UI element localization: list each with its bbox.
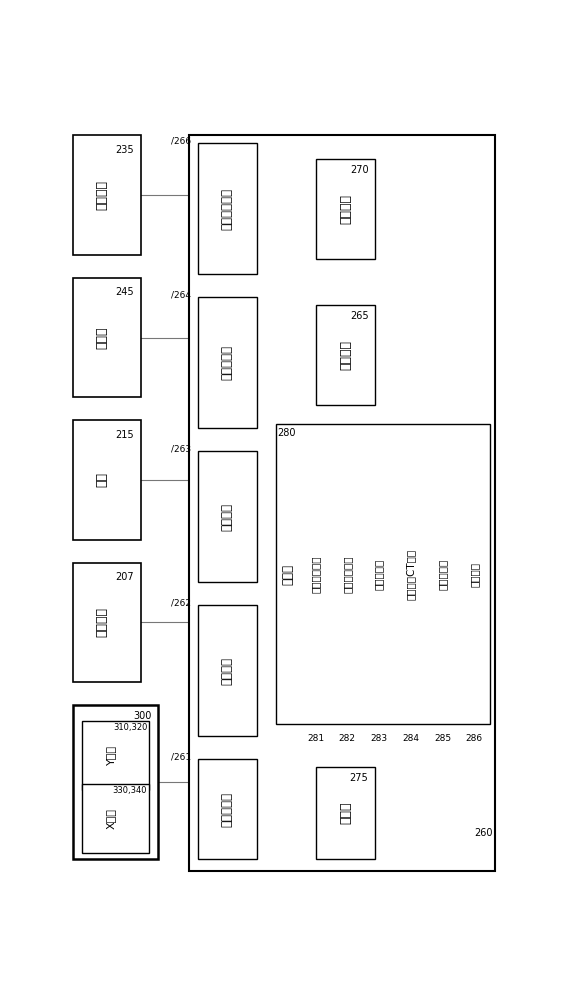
- Text: 射束控制: 射束控制: [96, 607, 109, 637]
- Text: 207: 207: [115, 572, 134, 582]
- Text: 215: 215: [115, 430, 134, 440]
- Text: 265: 265: [350, 311, 368, 321]
- Text: 275: 275: [350, 773, 368, 783]
- Bar: [198, 605, 257, 736]
- Text: 270: 270: [350, 165, 368, 175]
- Text: 310,320: 310,320: [113, 723, 147, 732]
- Text: 245: 245: [115, 287, 134, 297]
- Bar: [198, 143, 257, 274]
- Text: Y叉钳: Y叉钳: [106, 745, 116, 765]
- Text: 治疗计划: 治疗计划: [470, 562, 479, 587]
- Text: 锥形射束CT图像: 锥形射束CT图像: [406, 549, 416, 600]
- Bar: [316, 158, 375, 259]
- Bar: [316, 767, 375, 859]
- Bar: [81, 721, 149, 790]
- Text: 成像设备接口: 成像设备接口: [221, 188, 234, 230]
- Bar: [198, 297, 257, 428]
- Text: 输入设备: 输入设备: [339, 340, 352, 370]
- Text: 282: 282: [339, 734, 356, 743]
- Text: 286: 286: [466, 734, 483, 743]
- Text: 配准的图像: 配准的图像: [437, 559, 447, 590]
- Text: /263: /263: [171, 445, 191, 454]
- Text: /262: /262: [171, 599, 191, 608]
- Text: 射束接口: 射束接口: [221, 657, 234, 685]
- Text: 235: 235: [115, 145, 134, 155]
- Bar: [189, 135, 496, 871]
- Text: 准直仪接口: 准直仪接口: [221, 792, 234, 827]
- Text: X叉钳: X叉钳: [106, 808, 116, 829]
- Text: 磁共振图像: 磁共振图像: [374, 559, 384, 590]
- Text: 284: 284: [402, 734, 419, 743]
- Text: 构台接口: 构台接口: [221, 503, 234, 531]
- Bar: [73, 135, 141, 255]
- Text: 283: 283: [371, 734, 388, 743]
- Bar: [81, 784, 149, 853]
- Text: 输出设备: 输出设备: [339, 194, 352, 224]
- Text: 285: 285: [434, 734, 451, 743]
- Text: 工作台接口: 工作台接口: [221, 345, 234, 380]
- Bar: [73, 705, 158, 859]
- Text: 治疗计划应用: 治疗计划应用: [342, 556, 352, 593]
- Bar: [73, 563, 141, 682]
- Bar: [276, 424, 490, 724]
- Text: 300: 300: [133, 711, 151, 721]
- Text: /264: /264: [171, 291, 191, 300]
- Text: 系统控制应用: 系统控制应用: [311, 556, 320, 593]
- Text: 构台: 构台: [96, 472, 109, 487]
- Text: 330,340: 330,340: [113, 786, 147, 795]
- Bar: [198, 451, 257, 582]
- Text: 处理器: 处理器: [339, 802, 352, 824]
- Text: /266: /266: [171, 137, 191, 146]
- Bar: [198, 759, 257, 859]
- Bar: [316, 305, 375, 405]
- Bar: [73, 278, 141, 397]
- Text: 成像设备: 成像设备: [96, 180, 109, 210]
- Text: 存储器: 存储器: [281, 564, 294, 585]
- Text: 280: 280: [278, 428, 296, 438]
- Text: 281: 281: [307, 734, 324, 743]
- Text: 工作台: 工作台: [96, 326, 109, 349]
- Text: 260: 260: [475, 828, 493, 838]
- Bar: [73, 420, 141, 540]
- Text: /261: /261: [171, 753, 191, 762]
